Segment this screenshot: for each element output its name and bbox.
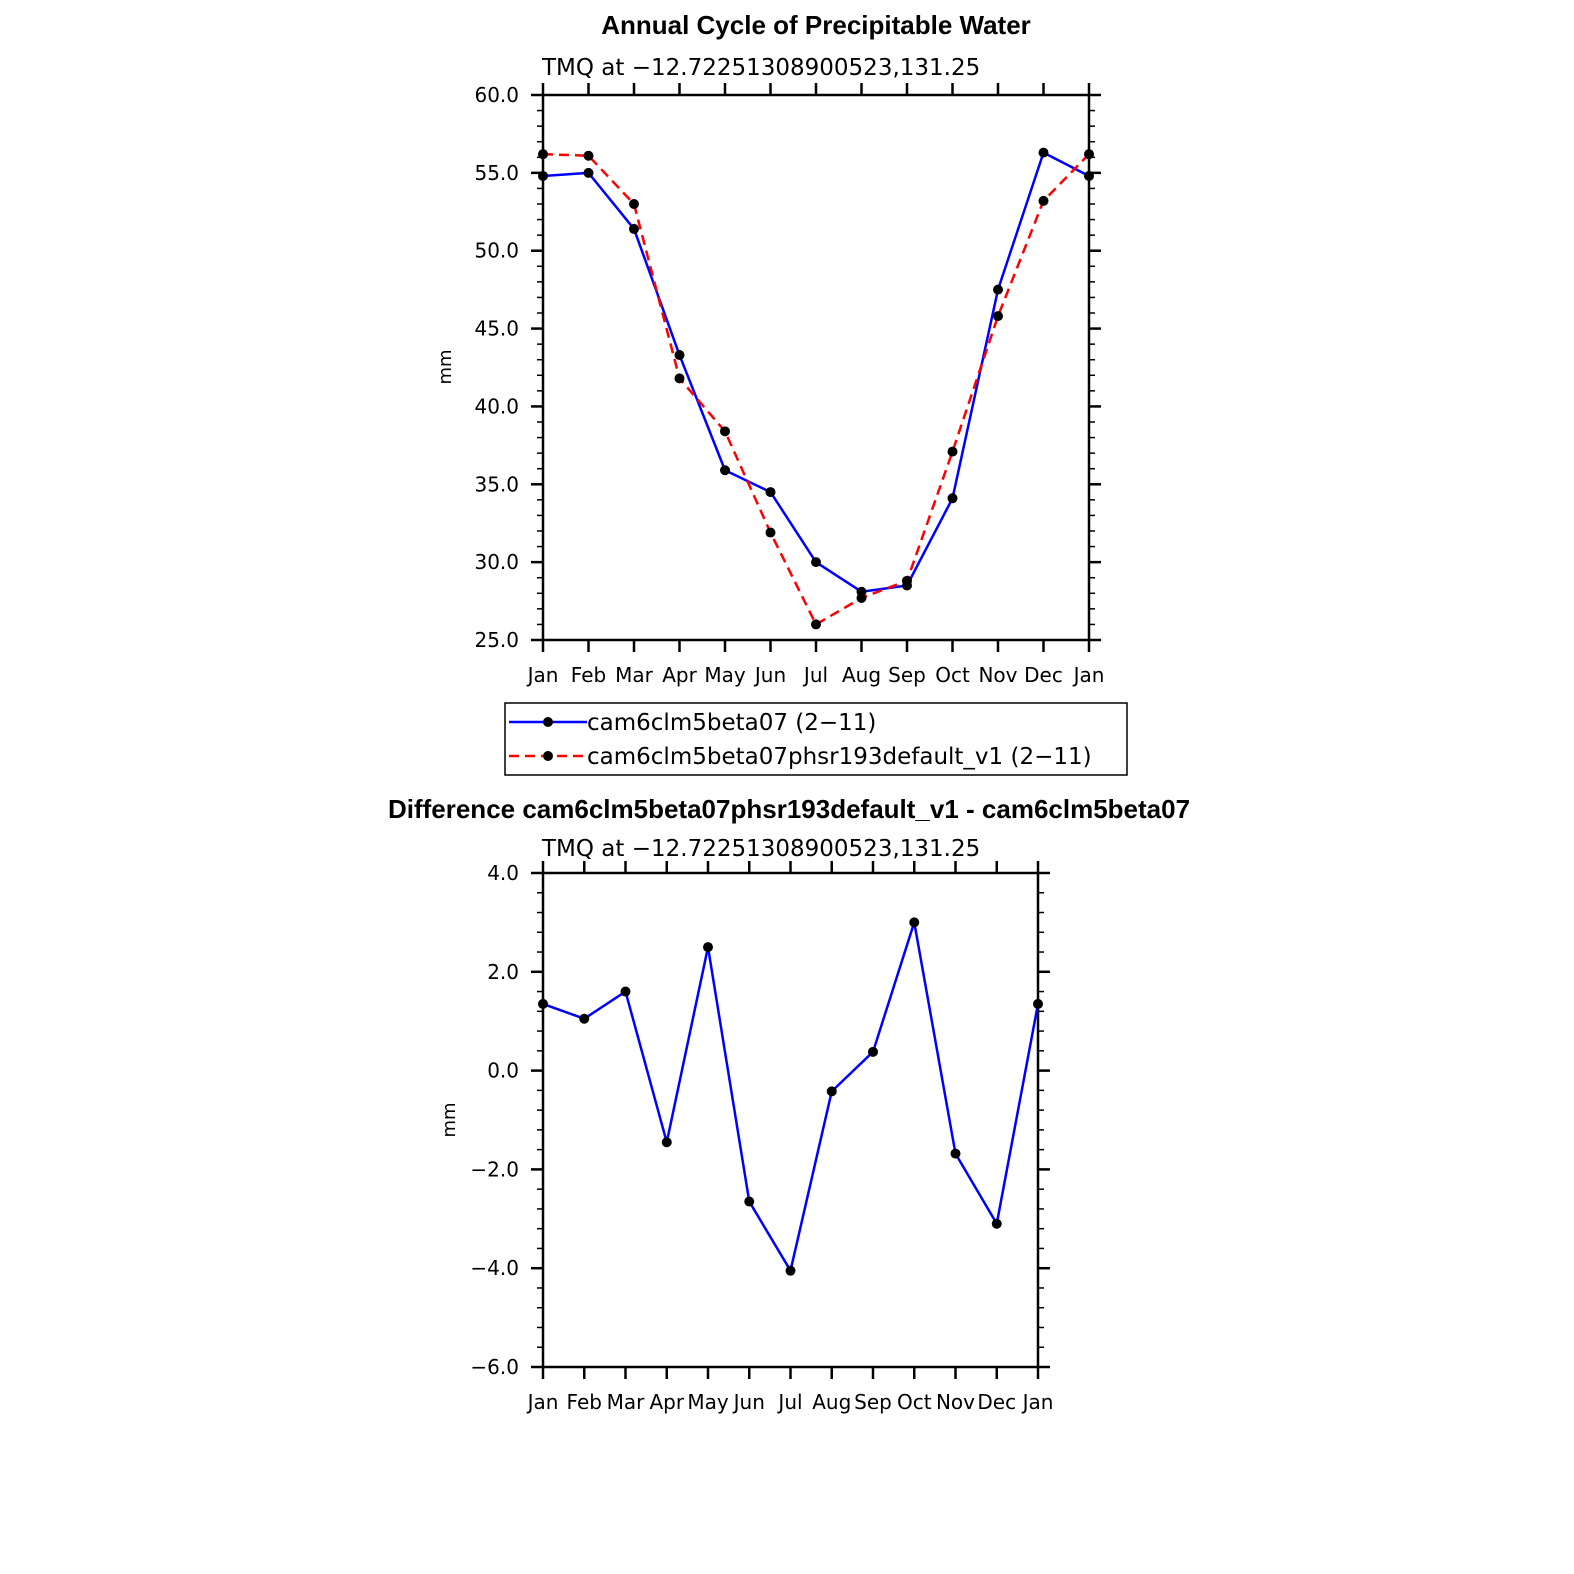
top-chart-series-1-point xyxy=(1084,170,1094,181)
top-chart-x-tick-label: Feb xyxy=(571,663,606,687)
top-chart-series-1-point xyxy=(583,167,594,178)
legend-label-series-1: cam6clm5beta07 (2−11) xyxy=(587,710,876,736)
bottom-chart-x-tick-label: Apr xyxy=(649,1390,684,1414)
top-chart-x-tick-label: Sep xyxy=(888,663,926,687)
top-chart-series-1-point xyxy=(674,350,685,361)
top-chart-series-2-point xyxy=(902,575,912,586)
top-chart-x-tick-label: Jan xyxy=(526,663,559,687)
bottom-chart-x-tick-label: May xyxy=(687,1390,729,1414)
top-chart-series-2-point xyxy=(629,199,639,209)
top-chart-series-1-point xyxy=(765,487,776,498)
bottom-chart-y-tick-label: 0.0 xyxy=(487,1059,519,1083)
top-chart-series-2-point xyxy=(1084,149,1094,160)
top-chart-series-1-line xyxy=(542,151,1090,593)
legend-frame xyxy=(504,702,1128,776)
top-chart-y-tick-label: 50.0 xyxy=(474,239,519,263)
bottom-chart-ylabel: mm xyxy=(439,1102,460,1137)
top-chart-x-tick-label: Nov xyxy=(978,663,1017,687)
top-chart-series-1-point xyxy=(720,465,730,476)
bottom-chart-series-1-point xyxy=(909,917,920,928)
bottom-chart-x-tick-label: Sep xyxy=(854,1390,892,1414)
top-chart-x-tick-label: Aug xyxy=(842,663,881,687)
bottom-chart-x-tick-label: Jan xyxy=(526,1390,559,1414)
top-chart-x-tick-label: Mar xyxy=(615,663,654,687)
bottom-chart-x-tick-label: Mar xyxy=(607,1390,646,1414)
legend-marker-series-2 xyxy=(543,751,553,761)
bottom-chart-series-1-point xyxy=(538,998,548,1009)
top-chart-y-tick-label: 60.0 xyxy=(474,83,519,107)
legend: cam6clm5beta07 (2−11) cam6clm5beta07phsr… xyxy=(504,702,1128,776)
top-chart-series-2-point xyxy=(583,150,594,161)
bottom-chart-x-tick-label: Jan xyxy=(1021,1390,1054,1414)
top-chart-series-2-point xyxy=(856,592,867,603)
bottom-chart-x-tick-label: Jun xyxy=(732,1390,765,1414)
top-chart-y-tick-label: 45.0 xyxy=(474,317,519,341)
top-chart-x-tick-label: Oct xyxy=(935,663,970,687)
top-chart-title: Annual Cycle of Precipitable Water xyxy=(601,10,1031,40)
top-chart-series-2-point xyxy=(1038,195,1049,206)
top-chart-y-tick-label: 25.0 xyxy=(474,628,519,652)
top-chart-series-2-point xyxy=(765,527,776,538)
bottom-chart-series-1-point xyxy=(868,1046,878,1057)
bottom-chart-y-tick-label: −4.0 xyxy=(470,1256,519,1280)
bottom-chart-x-tick-label: Aug xyxy=(812,1390,851,1414)
top-chart-series-2-point xyxy=(811,619,821,630)
top-chart-y-tick-label: 40.0 xyxy=(474,394,519,418)
top-chart-series-2-point xyxy=(993,311,1003,322)
bottom-chart-x-tick-label: Feb xyxy=(567,1390,602,1414)
top-chart-x-tick-label: Dec xyxy=(1024,663,1063,687)
top-chart-y-tick-label: 35.0 xyxy=(474,472,519,496)
top-chart-series-2-line xyxy=(542,152,1090,626)
bottom-chart-plot: Jan Feb Mar Apr May Jun Jul Aug Sep Oct Nov Dec Jan−… xyxy=(470,861,1053,1414)
top-chart-series-1-point xyxy=(538,170,548,181)
top-chart-series-2-point xyxy=(947,446,958,457)
top-chart-subtitle: TMQ at −12.72251308900523,131.25 xyxy=(541,55,980,81)
bottom-chart-series-1-point xyxy=(950,1148,961,1159)
top-chart-series-1-point xyxy=(993,284,1003,295)
bottom-chart-y-tick-label: −6.0 xyxy=(470,1355,519,1379)
bottom-chart-frame xyxy=(541,871,1040,1369)
bottom-chart-y-tick-label: 2.0 xyxy=(487,960,519,984)
top-chart-x-tick-label: Jul xyxy=(802,663,828,687)
bottom-chart-series-1-point xyxy=(1033,998,1043,1009)
top-chart-y-tick-label: 55.0 xyxy=(474,161,519,185)
top-chart-x-tick-label: Apr xyxy=(662,663,697,687)
bottom-chart-series-1-point xyxy=(703,942,713,953)
top-chart-series-1-point xyxy=(629,223,639,234)
top-chart-ylabel: mm xyxy=(435,349,456,384)
top-chart-series-1-point xyxy=(947,493,958,504)
bottom-chart-x-tick-label: Oct xyxy=(897,1390,932,1414)
bottom-chart-series-1-point xyxy=(744,1196,755,1207)
bottom-chart-series-1-point xyxy=(579,1013,590,1024)
bottom-chart-series-1-point xyxy=(785,1265,796,1276)
top-chart-x-tick-label: May xyxy=(704,663,746,687)
bottom-chart-y-tick-label: 4.0 xyxy=(487,861,519,885)
bottom-chart-series-1-point xyxy=(661,1137,672,1148)
top-chart-series-2-point xyxy=(674,373,685,384)
top-chart-plot: Jan Feb Mar Apr May Jun Jul Aug Sep Oct Nov Dec Jan 2… xyxy=(474,83,1104,687)
bottom-chart-subtitle: TMQ at −12.72251308900523,131.25 xyxy=(541,836,980,862)
bottom-chart-y-tick-label: −2.0 xyxy=(470,1157,519,1181)
bottom-chart-series-1-line xyxy=(542,921,1040,1272)
bottom-chart-x-tick-label: Dec xyxy=(977,1390,1016,1414)
top-chart-x-tick-label: Jun xyxy=(753,663,786,687)
top-chart-y-tick-label: 30.0 xyxy=(474,550,519,574)
bottom-chart-x-tick-label: Jul xyxy=(776,1390,802,1414)
top-chart-series-2-point xyxy=(538,149,548,160)
bottom-chart-series-1-point xyxy=(620,986,631,997)
legend-marker-series-1 xyxy=(543,717,553,727)
bottom-chart-title: Difference cam6clm5beta07phsr193default_… xyxy=(388,794,1190,824)
top-chart-x-tick-label: Jan xyxy=(1072,663,1105,687)
legend-label-series-2: cam6clm5beta07phsr193default_v1 (2−11) xyxy=(587,744,1092,770)
bottom-chart-x-tick-label: Nov xyxy=(936,1390,975,1414)
top-chart-series-2-point xyxy=(720,426,730,437)
bottom-chart-series-1-point xyxy=(826,1086,837,1097)
top-chart-series-1-point xyxy=(811,557,821,568)
top-chart-series-1-point xyxy=(1038,147,1049,158)
bottom-chart-series-1-point xyxy=(991,1218,1002,1229)
